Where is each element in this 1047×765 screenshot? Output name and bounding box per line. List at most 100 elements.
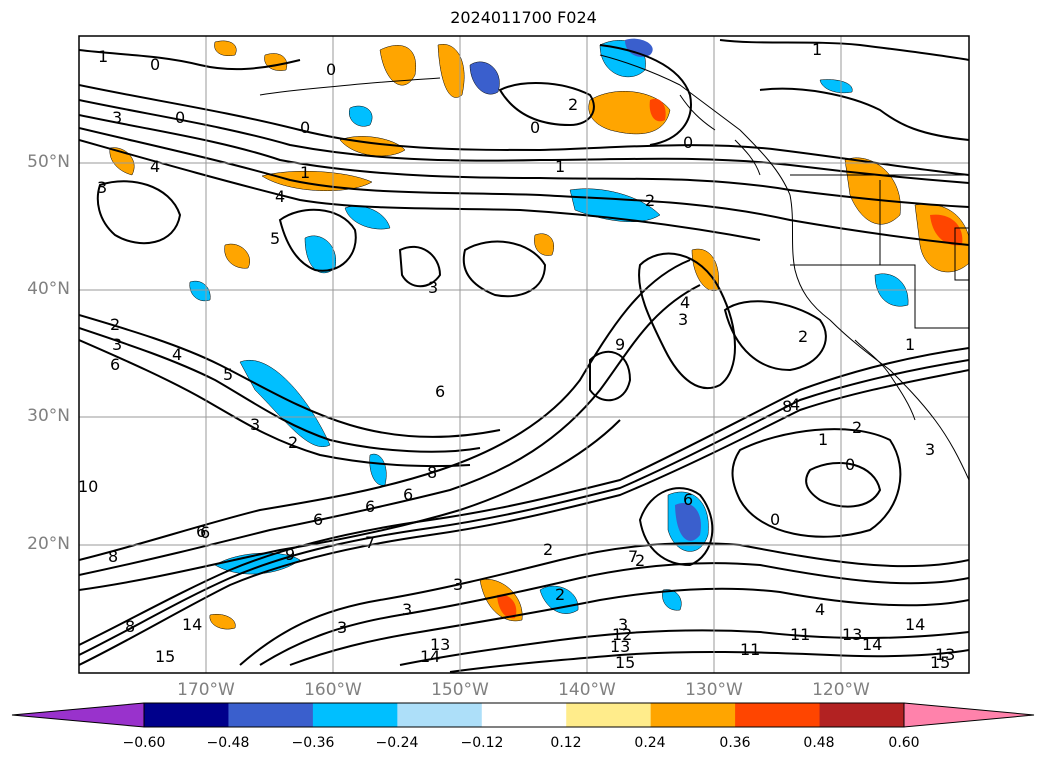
colorbar-tick-label: −0.60 <box>122 735 166 751</box>
contour-label: 1 <box>812 40 822 59</box>
contour-label: 6 <box>196 522 206 541</box>
positive-anomaly <box>534 233 554 256</box>
contour-label: 2 <box>288 433 298 452</box>
graticule <box>79 36 969 673</box>
contour-label: 6 <box>435 382 445 401</box>
contour-label: 7 <box>628 547 638 566</box>
contour-label: 1 <box>818 430 828 449</box>
contour-label: 13 <box>430 635 450 654</box>
lat-label-30n: 30°N <box>27 406 70 426</box>
contour-label: 2 <box>852 418 862 437</box>
map-title: 2024011700 F024 <box>450 8 597 27</box>
negative-anomaly <box>819 79 853 94</box>
contour-label: 15 <box>930 653 950 672</box>
contour-label: 4 <box>815 600 825 619</box>
positive-anomaly <box>930 214 963 246</box>
contour-label: 15 <box>615 653 635 672</box>
colorbar-extend-right <box>903 702 1035 728</box>
contour-label: 2 <box>798 327 808 346</box>
contour-label: 14 <box>182 615 202 634</box>
contour-label: 11 <box>790 625 810 644</box>
lon-label-130w: 130°W <box>685 680 743 700</box>
contour-label: 12 <box>612 625 632 644</box>
contour-label: 14 <box>862 635 882 654</box>
negative-anomaly <box>469 61 500 95</box>
contour-label: 8 <box>125 617 135 636</box>
contour-label: 8 <box>782 397 792 416</box>
positive-anomaly <box>261 170 373 192</box>
contour-label: 4 <box>172 345 182 364</box>
negative-anomaly <box>189 280 211 302</box>
contour-label: 3 <box>618 615 628 634</box>
map-content: 1 0 0 1 3 2 0 0 1 4 3 0 0 1 2 4 5 3 3 4 … <box>78 36 969 673</box>
contour-label: 2 <box>635 551 645 570</box>
positive-anomaly <box>588 91 671 135</box>
contour-label: 0 <box>770 510 780 529</box>
contour-label: 3 <box>97 178 107 197</box>
contour-label: 9 <box>615 335 625 354</box>
contour-label: 3 <box>250 415 260 434</box>
coastlines <box>259 54 969 481</box>
contour-label: 13 <box>935 645 955 664</box>
contour-label: 3 <box>112 335 122 354</box>
positive-anomaly <box>649 98 666 122</box>
colorbar-swatch <box>12 703 144 727</box>
colorbar-swatch <box>566 703 652 727</box>
lon-label-150w: 150°W <box>431 680 489 700</box>
contour-label: 2 <box>568 95 578 114</box>
positive-anomaly <box>379 45 417 86</box>
contour-label: 0 <box>530 118 540 137</box>
contour-label: 4 <box>790 395 800 414</box>
contour-label: 5 <box>270 229 280 248</box>
contour-label: 7 <box>365 533 375 552</box>
colorbar-tick-label: −0.24 <box>375 735 419 751</box>
lon-label-170w: 170°W <box>177 680 235 700</box>
contour-label: 4 <box>680 293 690 312</box>
contour-label: 1 <box>98 47 108 66</box>
colorbar-tick-label: 0.24 <box>634 735 666 751</box>
contour-label-layer: 1 0 0 1 3 2 0 0 1 4 3 0 0 1 2 4 5 3 3 4 … <box>78 40 955 672</box>
contour-label: 2 <box>110 315 120 334</box>
contour-label: 15 <box>155 647 175 666</box>
contour-label: 2 <box>555 585 565 604</box>
colorbar-swatch <box>228 703 314 727</box>
positive-anomaly <box>844 157 901 225</box>
contour-lines <box>79 39 969 673</box>
lat-label-20n: 20°N <box>27 534 70 554</box>
colorbar-swatch <box>481 703 567 727</box>
contour-label: 2 <box>543 540 553 559</box>
colorbar-swatch <box>312 703 398 727</box>
contour-label: 3 <box>925 440 935 459</box>
colorbar-tick-label: 0.36 <box>719 735 751 751</box>
colorbar-tick-label: 0.60 <box>888 735 920 751</box>
contour-label: 8 <box>108 547 118 566</box>
lon-label-120w: 120°W <box>812 680 870 700</box>
colorbar-swatch <box>650 703 736 727</box>
colorbar-tick-label: −0.48 <box>206 735 250 751</box>
negative-anomaly <box>675 503 701 541</box>
contour-label: 1 <box>905 335 915 354</box>
contour-label: 13 <box>842 625 862 644</box>
contour-label: 1 <box>300 163 310 182</box>
contour-label: 10 <box>78 477 98 496</box>
contour-label: 3 <box>428 278 438 297</box>
contour-label: 3 <box>402 600 412 619</box>
contour-label: 0 <box>300 118 310 137</box>
contour-label: 2 <box>645 191 655 210</box>
colorbar-tick-label: −0.12 <box>460 735 504 751</box>
colorbar-swatch <box>904 703 1034 727</box>
colorbar-swatch <box>735 703 821 727</box>
colorbar-swatches <box>12 703 1034 727</box>
colorbar-tick-label: 0.12 <box>550 735 582 751</box>
contour-label: 6 <box>683 490 693 509</box>
contour-label: 6 <box>200 523 210 542</box>
colorbar-swatch <box>144 703 229 727</box>
colorbar-extend-left <box>11 702 145 728</box>
contour-label: 4 <box>150 157 160 176</box>
contour-label: 0 <box>683 133 693 152</box>
contour-label: 6 <box>403 485 413 504</box>
contour-label: 14 <box>420 647 440 666</box>
positive-anomaly <box>497 594 517 619</box>
contour-label: 0 <box>150 55 160 74</box>
contour-label: 0 <box>175 108 185 127</box>
